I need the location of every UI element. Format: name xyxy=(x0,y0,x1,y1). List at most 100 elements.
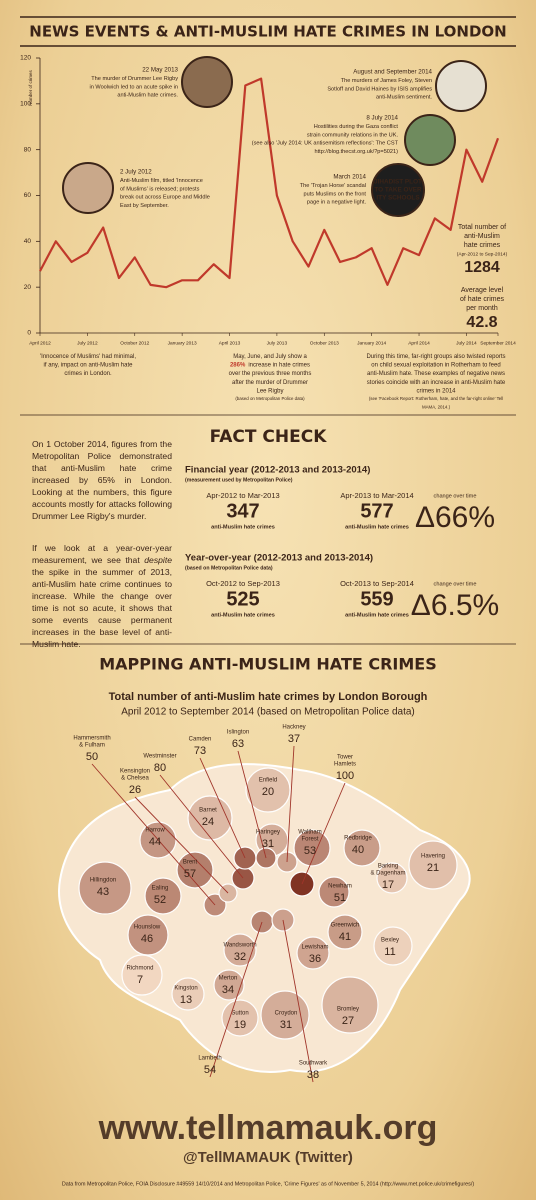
borough-name: Islington xyxy=(227,730,249,736)
twitter: @TellMAMAUK (Twitter) xyxy=(183,1149,353,1166)
note-text: after the murder of Drummer xyxy=(232,379,308,385)
borough-value: 53 xyxy=(304,845,316,857)
annotation-date: August and September 2014 xyxy=(353,69,432,76)
borough xyxy=(221,999,259,1037)
borough-name: Merton xyxy=(219,976,238,982)
borough-value: 31 xyxy=(262,838,274,850)
borough xyxy=(343,829,381,867)
borough xyxy=(296,936,330,970)
annotation-text: The murder of Drummer Lee Rigby xyxy=(91,76,178,82)
borough xyxy=(260,990,310,1040)
borough-name: Newham xyxy=(328,884,352,890)
borough-value: 63 xyxy=(232,738,244,750)
annotation-date: March 2014 xyxy=(333,174,366,181)
x-tick-label: October 2012 xyxy=(120,340,149,346)
note-text: MAMA, 2014.) xyxy=(422,405,451,410)
borough xyxy=(213,969,245,1001)
borough-name: Croydon xyxy=(275,1011,298,1017)
annotation-text: in Woolwich led to an acute spike in xyxy=(89,84,178,90)
borough-value: 51 xyxy=(334,892,346,904)
note-text: crimes in 2014 xyxy=(416,388,456,394)
y-axis-label: Number of crimes xyxy=(28,70,33,106)
average-label: Average level xyxy=(461,287,504,294)
borough-value: 38 xyxy=(307,1069,319,1081)
note-text: on child sexual exploitation in Rotherha… xyxy=(371,362,500,368)
borough-name: Harrow xyxy=(145,828,165,834)
total-label: (Apr-2012 to Sep-2014) xyxy=(457,251,508,257)
leader-line xyxy=(209,921,263,1078)
note-text: (based on Metropolitan Police data) xyxy=(235,396,305,401)
borough-value: 73 xyxy=(194,745,206,757)
period-unit: anti-Muslim hate crimes xyxy=(345,612,409,618)
text: the spike in the summer of 2013, anti-Mu… xyxy=(32,567,172,649)
borough-value: 36 xyxy=(309,953,321,965)
borough-value: 19 xyxy=(234,1019,246,1031)
borough-value: 32 xyxy=(234,951,246,963)
annotation-text: Hostilities during the Gaza conflict xyxy=(314,124,399,130)
photo xyxy=(435,60,487,112)
annotation-text: East by September. xyxy=(120,203,169,209)
highlight: 286% xyxy=(230,362,246,368)
map-note: April 2012 to September 2014 (based on M… xyxy=(121,707,415,718)
note-text: Lee Rigby xyxy=(256,388,283,394)
period-label: Oct-2012 to Sep-2013 xyxy=(206,579,280,588)
borough-value: 43 xyxy=(97,886,109,898)
note-text: May, June, and July show a xyxy=(233,354,307,360)
period-unit: anti-Muslim hate crimes xyxy=(211,524,275,530)
borough-name: Wandsworth xyxy=(223,943,256,949)
borough-value: 27 xyxy=(342,1015,354,1027)
annotation-text: anti-Muslim hate crimes. xyxy=(117,93,178,99)
borough-name: Enfield xyxy=(259,778,277,784)
annotation-text: The murders of James Foley, Steven xyxy=(341,78,432,84)
total-label: Total number of xyxy=(458,224,506,231)
badge-text: JIHADIST PLOT xyxy=(374,179,422,186)
note-text: 286% increase in hate crimes xyxy=(230,362,310,368)
x-tick-label: April 2014 xyxy=(408,340,430,346)
change-value: Δ66% xyxy=(415,501,495,534)
leader-line xyxy=(237,750,267,859)
photo xyxy=(404,114,456,166)
borough-value: 100 xyxy=(336,770,354,782)
period-value: 525 xyxy=(226,588,259,610)
period-unit: anti-Muslim hate crimes xyxy=(345,524,409,530)
fact-note: (based on Metropolitan Police data) xyxy=(185,565,273,571)
x-tick-label: July 2012 xyxy=(77,340,98,346)
y-tick-label: 20 xyxy=(24,284,32,291)
x-tick-label: April 2012 xyxy=(29,340,51,346)
borough xyxy=(127,914,169,956)
badge-text: ITY SCHOOLS xyxy=(376,195,420,202)
borough-name: Waltham xyxy=(298,830,321,836)
x-tick-label: January 2013 xyxy=(168,340,197,346)
borough xyxy=(318,876,350,908)
paragraph: If we look at a year-over-year measureme… xyxy=(32,542,172,650)
annotation-text: Sotloff and David Haines by ISIS amplifi… xyxy=(327,86,432,92)
total-label: anti-Muslim xyxy=(464,233,500,240)
borough-name: Tower xyxy=(337,755,353,761)
x-tick-label: September 2014 xyxy=(480,340,516,346)
borough-name: Hackney xyxy=(282,725,305,731)
annotation-text: of Muslims' is released; protests xyxy=(120,186,200,192)
note-text: During this time, far-right groups also … xyxy=(366,354,505,360)
borough xyxy=(408,840,458,890)
x-tick-label: April 2013 xyxy=(219,340,241,346)
y-tick-label: 60 xyxy=(24,192,32,199)
borough-name: Kingston xyxy=(174,986,197,992)
borough-value: 11 xyxy=(384,946,395,958)
change-label: change over time xyxy=(434,493,477,499)
borough-name: Southwark xyxy=(299,1061,328,1067)
borough-value: 24 xyxy=(202,816,214,828)
photo xyxy=(181,56,233,108)
total-label: hate crimes xyxy=(464,242,501,249)
note-text: crimes in 2014 xyxy=(416,388,456,394)
borough xyxy=(78,861,132,915)
note-text: crimes in London. xyxy=(64,371,112,377)
note-text: stories coincide with an increase in ant… xyxy=(367,379,506,385)
period-value: 559 xyxy=(360,588,393,610)
leader-line xyxy=(134,796,229,894)
borough-value: 31 xyxy=(280,1019,292,1031)
borough-name: Haringey xyxy=(256,830,280,836)
annotation-text: break out across Europe and Middle xyxy=(120,195,210,201)
borough-value: 46 xyxy=(141,933,153,945)
borough-value: 80 xyxy=(154,762,166,774)
note-text: (based on Metropolitan Police data) xyxy=(235,396,305,401)
